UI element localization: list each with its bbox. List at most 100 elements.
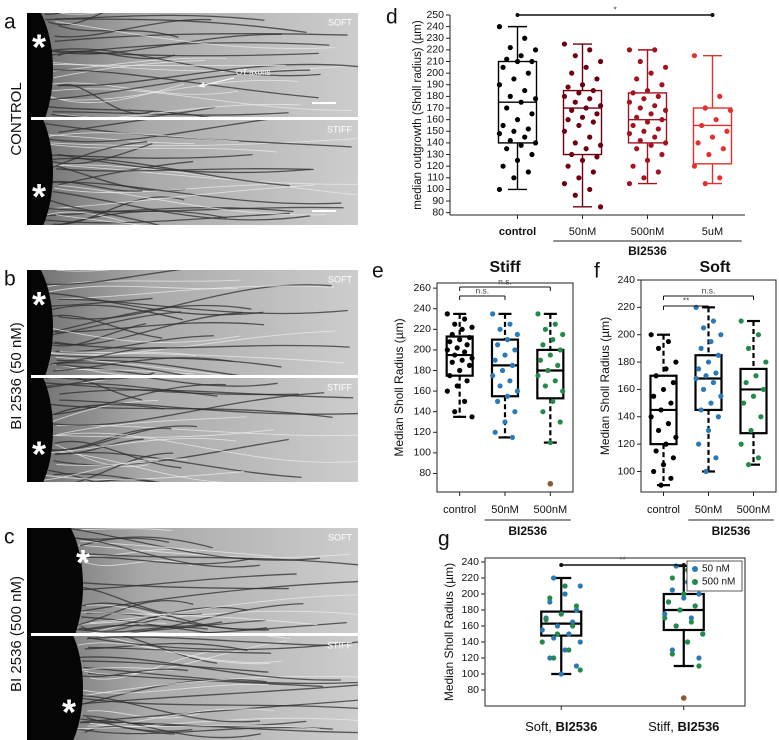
data-point bbox=[715, 352, 721, 358]
outlier bbox=[680, 695, 687, 701]
y-tick-label: 200 bbox=[413, 344, 431, 356]
arrow-head bbox=[198, 82, 205, 88]
data-point bbox=[497, 383, 503, 389]
data-point bbox=[525, 70, 531, 76]
axon bbox=[44, 120, 268, 143]
data-point bbox=[572, 140, 578, 146]
data-point bbox=[552, 321, 558, 327]
data-point bbox=[669, 587, 675, 593]
data-point bbox=[579, 82, 586, 88]
axon bbox=[87, 622, 347, 633]
axon bbox=[50, 224, 57, 225]
data-point bbox=[529, 58, 535, 65]
data-point bbox=[497, 326, 503, 332]
data-point bbox=[594, 111, 600, 117]
data-point bbox=[507, 44, 513, 51]
axon bbox=[84, 621, 223, 631]
data-point bbox=[579, 157, 586, 163]
y-tick-label: 180 bbox=[461, 604, 479, 616]
axon bbox=[55, 18, 307, 33]
axon bbox=[56, 168, 314, 172]
condition-tag: SOFT bbox=[328, 17, 353, 27]
axon bbox=[44, 270, 183, 286]
data-point bbox=[758, 414, 764, 420]
axon bbox=[59, 399, 358, 415]
data-point bbox=[562, 583, 568, 589]
data-point bbox=[535, 373, 541, 379]
data-point bbox=[500, 122, 506, 129]
outlier bbox=[547, 480, 554, 487]
y-tick-label: 100 bbox=[461, 668, 479, 680]
axon bbox=[40, 132, 239, 142]
axon bbox=[48, 153, 253, 159]
significance-end bbox=[681, 563, 686, 567]
data-point bbox=[715, 414, 721, 420]
data-point bbox=[652, 134, 658, 140]
axon bbox=[83, 560, 192, 567]
data-point bbox=[634, 76, 640, 82]
data-point bbox=[669, 651, 675, 657]
data-point bbox=[626, 131, 633, 137]
plot-frame bbox=[484, 557, 746, 707]
data-point bbox=[525, 126, 531, 132]
explant-marker: * bbox=[32, 284, 46, 325]
y-tick-label: 80 bbox=[419, 467, 431, 479]
y-tick-label: 190 bbox=[426, 79, 444, 91]
y-tick-label: 160 bbox=[461, 620, 479, 632]
axon bbox=[45, 297, 153, 308]
data-point bbox=[539, 639, 545, 645]
data-point bbox=[708, 338, 714, 345]
annotation-arrow bbox=[199, 77, 235, 87]
data-point bbox=[709, 134, 716, 140]
axon bbox=[45, 438, 237, 454]
y-axis-label: Median Sholl Radius (µm) bbox=[442, 563, 456, 701]
axon bbox=[44, 285, 238, 294]
data-point bbox=[700, 325, 707, 331]
data-point bbox=[590, 87, 596, 94]
axon bbox=[77, 552, 358, 566]
axon bbox=[54, 443, 149, 468]
data-point bbox=[583, 146, 589, 152]
data-point bbox=[509, 434, 516, 441]
axon bbox=[80, 611, 318, 626]
x-tick-label: 500nM bbox=[631, 226, 665, 238]
data-point bbox=[669, 575, 675, 581]
image-edge bbox=[27, 270, 31, 482]
data-point bbox=[562, 647, 568, 653]
data-point bbox=[560, 388, 566, 394]
explant-marker: * bbox=[32, 176, 46, 217]
data-point bbox=[597, 58, 604, 65]
data-point bbox=[641, 175, 647, 181]
data-point bbox=[660, 386, 667, 393]
data-point bbox=[695, 140, 701, 146]
significance-label: n.s. bbox=[475, 285, 489, 295]
y-tick-label: 120 bbox=[617, 438, 635, 450]
data-point bbox=[494, 398, 501, 404]
data-point bbox=[572, 53, 578, 59]
data-point bbox=[688, 615, 694, 621]
axon bbox=[52, 438, 144, 455]
data-point bbox=[696, 663, 702, 669]
data-point bbox=[573, 603, 580, 609]
axon bbox=[44, 13, 62, 15]
data-point bbox=[507, 93, 513, 99]
data-point bbox=[718, 393, 724, 399]
axon bbox=[53, 362, 187, 375]
axon bbox=[53, 196, 185, 225]
axon bbox=[54, 18, 212, 38]
data-point bbox=[637, 137, 643, 144]
data-point bbox=[502, 352, 508, 358]
x-tick-label: control bbox=[647, 504, 680, 516]
data-point bbox=[720, 146, 726, 152]
panel-letter: a bbox=[4, 11, 16, 34]
axon bbox=[89, 594, 358, 624]
data-point bbox=[684, 639, 691, 645]
axon bbox=[54, 440, 182, 469]
data-point bbox=[561, 93, 568, 99]
data-point bbox=[644, 87, 651, 94]
data-point bbox=[512, 409, 518, 415]
data-point bbox=[565, 163, 571, 169]
data-point bbox=[700, 631, 706, 637]
data-point bbox=[659, 117, 665, 123]
data-point bbox=[702, 105, 708, 111]
